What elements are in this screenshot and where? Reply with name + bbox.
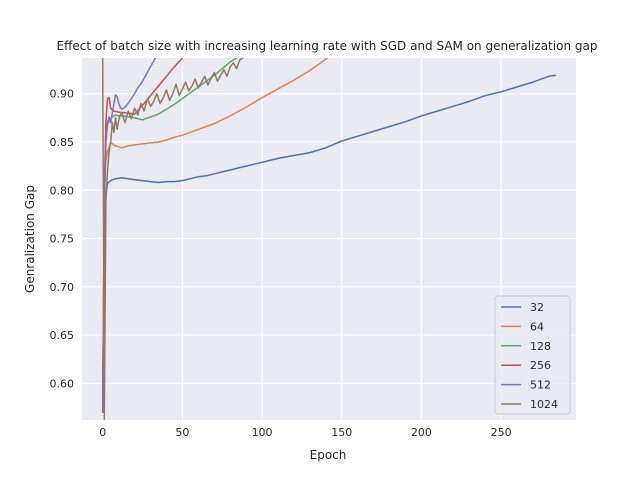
series-line-128: [101, 58, 238, 414]
series-line-1024: [101, 58, 244, 420]
chart-title: Effect of batch size with increasing lea…: [57, 39, 598, 53]
legend-label: 512: [530, 379, 551, 392]
series-line-32: [101, 74, 557, 394]
y-tick-label: 0.60: [50, 377, 75, 390]
series-line-512: [101, 58, 157, 414]
series-group: [101, 58, 557, 420]
y-axis-label: Genralization Gap: [23, 185, 37, 293]
legend-label: 64: [530, 320, 544, 333]
y-tick-labels: 0.60 0.65 0.70 0.75 0.80 0.85 0.90: [50, 88, 75, 391]
y-tick-label: 0.85: [50, 136, 75, 149]
series-line-256: [101, 58, 184, 404]
x-axis-label: Epoch: [310, 448, 347, 462]
y-tick-label: 0.90: [50, 88, 75, 101]
y-tick-label: 0.75: [50, 233, 75, 246]
y-tick-label: 0.70: [50, 281, 75, 294]
legend-label: 32: [530, 301, 544, 314]
legend: 32 64 128 256 512 1024: [494, 295, 571, 415]
x-tick-label: 150: [331, 426, 352, 439]
x-tick-label: 50: [175, 426, 189, 439]
legend-label: 128: [530, 340, 551, 353]
x-tick-label: 100: [252, 426, 273, 439]
legend-label: 256: [530, 359, 551, 372]
series-line-64: [101, 58, 329, 414]
x-tick-label: 0: [99, 426, 106, 439]
x-tick-labels: 0 50 100 150 200 250: [99, 426, 511, 439]
y-tick-label: 0.80: [50, 184, 75, 197]
series-lines: [101, 58, 557, 420]
x-tick-label: 200: [411, 426, 432, 439]
legend-label: 1024: [530, 398, 558, 411]
x-tick-label: 250: [491, 426, 512, 439]
y-tick-label: 0.65: [50, 329, 75, 342]
